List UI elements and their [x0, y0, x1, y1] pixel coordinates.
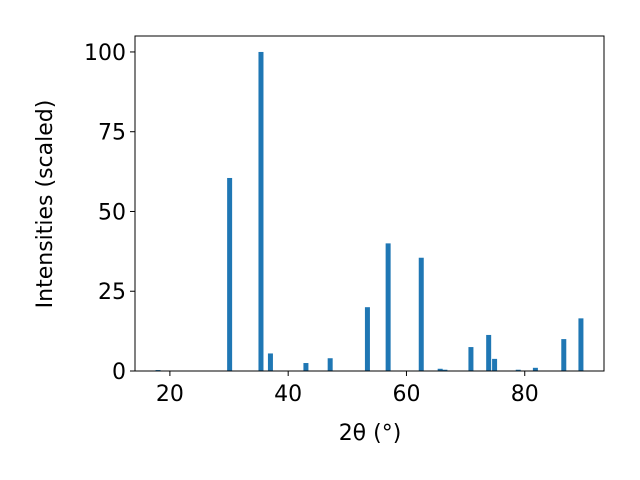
y-tick-label: 0: [112, 360, 126, 385]
x-tick-label: 80: [511, 382, 539, 407]
x-tick-label: 40: [274, 382, 302, 407]
bar: [437, 368, 443, 371]
bar: [515, 369, 521, 371]
bar: [227, 177, 233, 371]
x-axis-label: 2θ (°): [339, 421, 402, 446]
bar: [442, 369, 448, 371]
bar: [492, 358, 498, 371]
y-tick-label: 75: [98, 121, 126, 146]
y-tick-label: 25: [98, 280, 126, 305]
bar: [267, 353, 273, 371]
bar: [418, 257, 424, 371]
bar: [327, 358, 333, 371]
y-axis-label: Intensities (scaled): [33, 100, 58, 309]
bar: [578, 318, 584, 371]
bar: [532, 367, 538, 371]
y-tick-label: 50: [98, 200, 126, 225]
y-tick-label: 100: [84, 41, 126, 66]
bar: [561, 339, 567, 371]
bar: [258, 51, 264, 371]
x-tick-label: 60: [392, 382, 420, 407]
bar: [486, 334, 492, 371]
bar: [468, 347, 474, 371]
bar: [364, 307, 370, 371]
plot-frame: [134, 35, 605, 372]
x-tick-label: 20: [156, 382, 184, 407]
bar: [385, 243, 391, 371]
bar: [303, 363, 309, 371]
